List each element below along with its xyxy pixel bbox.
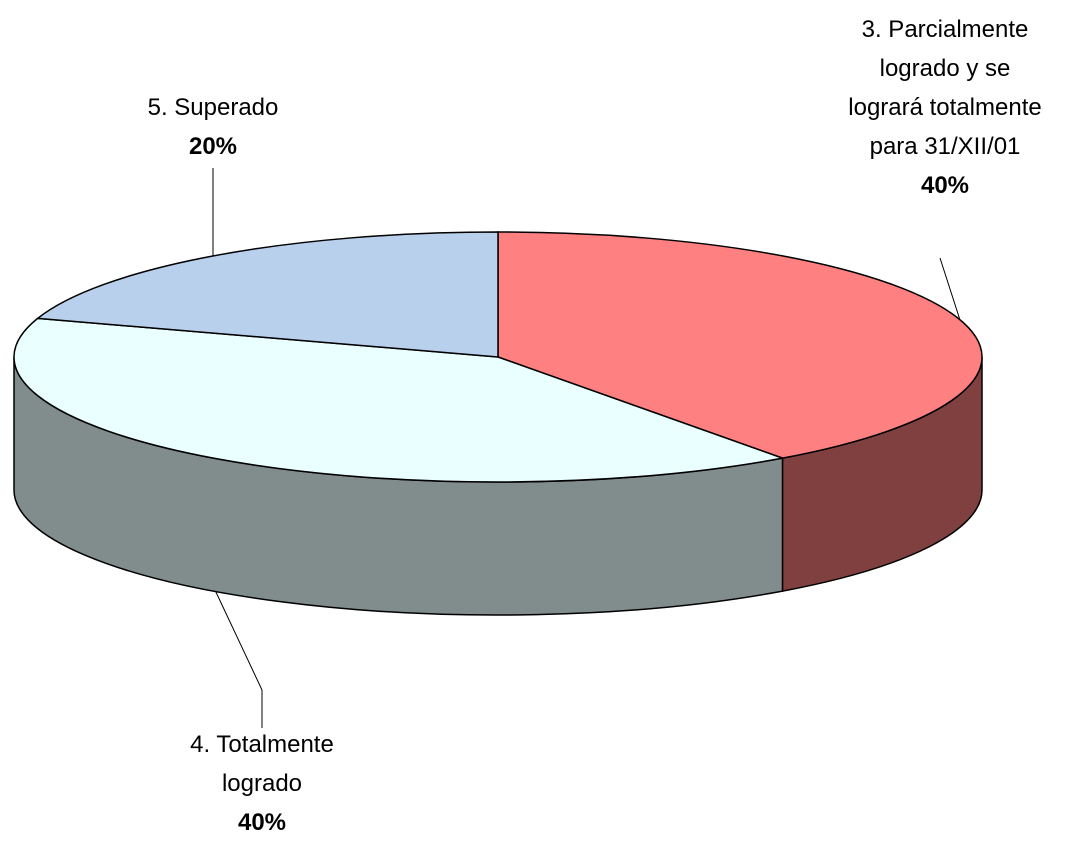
value-label: 40% (237, 809, 287, 836)
value-label: 20% (188, 133, 238, 160)
leader-line (214, 589, 263, 728)
slice-label: 4. Totalmente logrado 40% (172, 725, 352, 842)
slice (497, 231, 983, 459)
slice-label: 5. Superado 20% (113, 88, 313, 166)
slice (13, 317, 786, 483)
leader-line (939, 257, 961, 321)
slice (35, 231, 499, 358)
value-label: 40% (920, 172, 970, 199)
slice-label: 3. Parcialmente logrado y se logrará tot… (845, 10, 1045, 205)
category-label: 5. Superado (147, 94, 279, 121)
category-label: 3. Parcialmente logrado y se logrará tot… (848, 16, 1042, 160)
category-label: 4. Totalmente logrado (190, 731, 334, 797)
